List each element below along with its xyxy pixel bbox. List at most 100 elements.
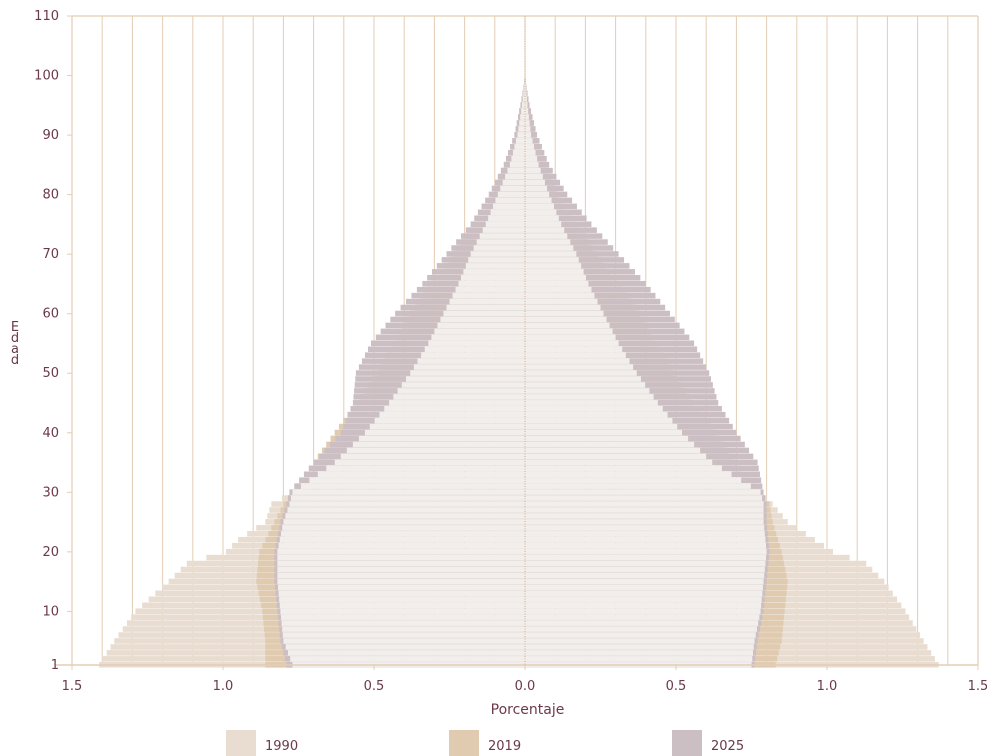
y-tick-label: 60 (42, 307, 59, 322)
bar-right-base-age-85 (525, 161, 539, 168)
bar-left-base-age-98 (524, 84, 525, 91)
bar-right-base-age-33 (525, 471, 732, 478)
bar-right-base-age-36 (525, 453, 707, 460)
bar-right-base-age-49 (525, 376, 641, 382)
bar-left-base-age-81 (500, 185, 525, 192)
bar-left-base-age-65 (458, 280, 525, 287)
bar-right-base-age-14 (525, 584, 763, 591)
bar-left-base-age-78 (492, 203, 525, 210)
x-tick-label: 0.0 (515, 679, 536, 694)
bar-left-base-age-68 (465, 263, 525, 269)
bar-right-base-age-48 (525, 382, 646, 388)
legend-swatch-2019 (449, 730, 479, 756)
bar-right-base-age-4 (525, 644, 754, 650)
y-tick-label: 80 (42, 188, 59, 203)
bar-left-base-age-6 (282, 632, 525, 638)
bar-right-base-age-77 (525, 209, 557, 216)
bar-right-base-age-57 (525, 328, 613, 335)
bar-left-base-age-39 (358, 435, 525, 442)
bar-left-base-age-7 (282, 626, 525, 632)
bar-right-base-age-59 (525, 316, 607, 323)
bar-right-base-age-55 (525, 340, 619, 347)
y-tick-label: 110 (34, 9, 59, 24)
bar-left-base-age-21 (278, 542, 525, 549)
bar-left-base-age-58 (437, 322, 525, 329)
bar-right-base-age-17 (525, 566, 765, 573)
bar-right-base-age-94 (525, 108, 529, 114)
y-tick-label: 20 (42, 545, 59, 560)
bar-right-base-age-83 (525, 173, 543, 180)
bar-right-base-age-91 (525, 126, 531, 132)
bar-left-base-age-96 (522, 96, 525, 102)
bar-right-base-age-21 (525, 542, 766, 549)
bar-right-2025-age-90 (525, 132, 538, 138)
bar-right-base-age-6 (525, 632, 756, 638)
bar-right-base-age-72 (525, 239, 571, 245)
legend-swatch-1990 (226, 730, 256, 756)
bar-right-base-age-11 (525, 602, 762, 609)
bar-right-base-age-75 (525, 221, 562, 227)
bar-right-base-age-27 (525, 507, 764, 513)
bar-left-base-age-82 (502, 179, 525, 186)
bar-right-base-age-66 (525, 275, 587, 281)
bar-right-base-age-18 (525, 560, 766, 567)
bar-right-base-age-13 (525, 590, 763, 597)
bar-right-base-age-97 (525, 90, 527, 96)
bar-right-base-age-39 (525, 435, 689, 442)
bar-right-base-age-68 (525, 263, 582, 269)
bar-left-base-age-95 (521, 102, 525, 108)
bar-right-base-age-52 (525, 358, 630, 364)
bar-left-base-age-77 (490, 209, 525, 216)
bar-right-base-age-20 (525, 548, 767, 555)
bar-left-base-age-31 (300, 483, 525, 489)
bar-left-base-age-56 (431, 334, 525, 341)
bar-left-base-age-66 (460, 275, 525, 281)
legend-label-2025: 2025 (711, 739, 745, 754)
bar-left-base-age-45 (389, 400, 525, 406)
bar-left-base-age-5 (283, 638, 525, 644)
bar-left-base-age-32 (309, 477, 525, 483)
y-tick-label: 30 (42, 485, 59, 500)
bar-right-base-age-53 (525, 352, 626, 358)
bar-right-base-age-35 (525, 459, 713, 466)
bar-right-base-age-62 (525, 298, 598, 305)
bar-right-base-age-90 (525, 132, 532, 138)
bar-right-base-age-28 (525, 501, 764, 507)
bar-left-base-age-87 (512, 149, 525, 156)
bar-left-base-age-35 (334, 459, 525, 466)
bar-right-base-age-65 (525, 280, 589, 287)
bar-left-base-age-67 (463, 269, 525, 275)
bar-left-base-age-47 (397, 388, 525, 394)
bar-right-base-age-16 (525, 572, 765, 579)
bar-left-base-age-59 (440, 316, 525, 323)
bar-left-base-age-37 (346, 447, 525, 454)
bar-left-base-age-84 (507, 167, 525, 174)
bar-left-base-age-72 (476, 239, 525, 245)
bar-right-base-age-34 (525, 465, 722, 472)
bar-right-base-age-31 (525, 483, 751, 489)
x-tick-label: 1.5 (968, 679, 987, 694)
bar-left-base-age-48 (401, 382, 525, 388)
x-tick-label: 0.5 (364, 679, 385, 694)
bar-right-base-age-8 (525, 620, 759, 626)
y-tick-label: 70 (42, 247, 59, 262)
bar-left-base-age-43 (379, 411, 525, 418)
bar-left-base-age-23 (280, 531, 525, 537)
bar-right-base-age-92 (525, 120, 530, 126)
bar-left-base-age-10 (280, 608, 525, 614)
bar-left-base-age-9 (280, 614, 525, 620)
bar-right-base-age-81 (525, 185, 548, 192)
bar-left-base-age-40 (364, 429, 525, 436)
y-tick-label: 50 (42, 366, 59, 381)
bar-right-base-age-3 (525, 650, 754, 656)
bar-left-base-age-74 (482, 227, 525, 233)
bar-right-base-age-70 (525, 251, 577, 257)
bar-right-base-age-40 (525, 429, 683, 436)
bar-left-base-age-34 (326, 465, 525, 472)
bar-right-base-age-9 (525, 614, 760, 620)
x-axis-label: Porcentaje (490, 702, 565, 718)
bar-right-base-age-51 (525, 364, 634, 370)
bar-left-base-age-55 (428, 340, 525, 347)
bar-right-base-age-32 (525, 477, 742, 483)
